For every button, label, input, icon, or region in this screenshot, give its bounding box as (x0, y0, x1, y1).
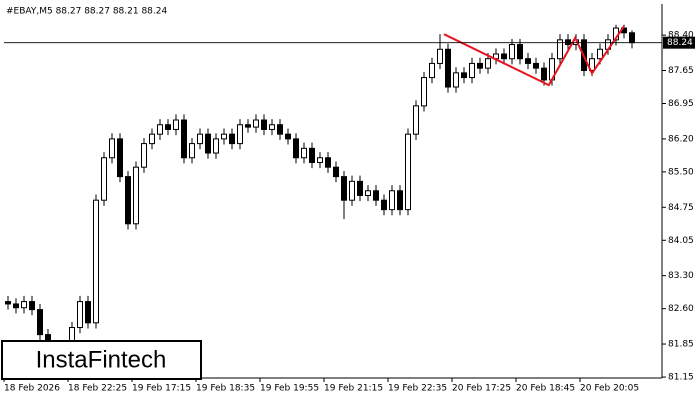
candle-body (373, 190, 379, 201)
candle-body (365, 190, 371, 196)
candle-body (101, 157, 107, 201)
chart-title: #EBAY,M5 88.27 88.27 88.21 88.24 (6, 7, 167, 17)
candle-body (541, 67, 547, 81)
candle-body (221, 133, 227, 140)
logo: InstaFintech (36, 346, 167, 373)
candle-body (125, 176, 131, 225)
y-tick-label: 81.15 (668, 373, 694, 383)
candle-body (333, 166, 339, 178)
candle-body (397, 190, 403, 211)
candle-body (301, 147, 307, 159)
x-tick-label: 19 Feb 21:15 (324, 384, 383, 394)
candle-body (13, 303, 19, 309)
x-tick-label: 19 Feb 17:15 (132, 384, 191, 394)
y-tick-label: 85.50 (668, 167, 694, 177)
candle-body (381, 199, 387, 211)
candle-body (197, 133, 203, 145)
candle-body (349, 180, 355, 201)
candle-body (445, 48, 451, 88)
candle-body (509, 44, 515, 60)
y-tick-label: 81.85 (668, 340, 694, 350)
last-price-label: 88.24 (667, 38, 693, 48)
candle-body (229, 133, 235, 145)
candle-body (437, 48, 443, 64)
candle-body (293, 138, 299, 159)
x-tick-label: 20 Feb 17:25 (452, 384, 511, 394)
x-tick-label: 19 Feb 19:55 (260, 384, 319, 394)
candle-body (389, 190, 395, 211)
candle-body (181, 119, 187, 159)
candle-body (629, 32, 635, 44)
candle-body (109, 138, 115, 159)
candle-body (557, 39, 563, 60)
candle-body (501, 53, 507, 60)
candle-body (341, 176, 347, 201)
candle-body (277, 124, 283, 135)
x-tick-label: 20 Feb 18:45 (516, 384, 575, 394)
y-tick-label: 87.65 (668, 66, 694, 76)
candle-body (205, 133, 211, 154)
candle-body (141, 143, 147, 168)
candle-body (165, 124, 171, 130)
candle-body (21, 301, 27, 309)
candle-body (413, 105, 419, 135)
candle-body (285, 133, 291, 140)
candle-body (469, 62, 475, 79)
y-tick-label: 83.30 (668, 271, 694, 281)
candle-body (533, 62, 539, 69)
candle-body (157, 124, 163, 135)
candle-body (37, 309, 43, 336)
y-tick-label: 88.40 (668, 31, 694, 41)
candle-body (149, 133, 155, 145)
candle-body (77, 301, 83, 329)
candle-body (565, 39, 571, 46)
candle-body (357, 180, 363, 196)
logo-box (1, 340, 202, 380)
candle-body (245, 124, 251, 128)
candle-body (117, 138, 123, 178)
candle-body (421, 77, 427, 107)
x-tick-label: 19 Feb 22:35 (388, 384, 447, 394)
candle-body (237, 124, 243, 145)
x-tick-label: 18 Feb 2026 (4, 384, 60, 394)
y-tick-label: 82.60 (668, 304, 694, 314)
candle-body (93, 199, 99, 324)
candle-body (213, 138, 219, 154)
candle-body (461, 72, 467, 79)
candle-body (85, 301, 91, 324)
candle-body (317, 157, 323, 163)
candle-body (29, 301, 35, 311)
candle-body (261, 119, 267, 130)
candle-body (133, 166, 139, 225)
plot (5, 24, 635, 364)
candle-body (517, 44, 523, 60)
y-tick-label: 84.75 (668, 203, 694, 213)
candle-body (173, 119, 179, 130)
candle-body (309, 147, 315, 163)
y-tick-label: 86.95 (668, 99, 694, 109)
candle-body (477, 62, 483, 69)
y-tick-label: 86.20 (668, 134, 694, 144)
candle-body (485, 58, 491, 69)
candle-body (269, 124, 275, 130)
x-tick-label: 18 Feb 22:25 (68, 384, 127, 394)
candle-body (325, 157, 331, 168)
candle-body (525, 58, 531, 64)
candle-body (189, 143, 195, 159)
candle-body (589, 58, 595, 71)
y-tick-label: 84.05 (668, 236, 694, 246)
pattern-line (443, 25, 625, 87)
candle-body (597, 48, 603, 60)
candle-body (405, 133, 411, 211)
x-tick-label: 19 Feb 18:35 (196, 384, 255, 394)
x-tick-label: 20 Feb 20:05 (580, 384, 639, 394)
candle-body (5, 301, 11, 305)
last-price-box (663, 36, 695, 49)
candle-body (429, 62, 435, 79)
candle-body (453, 72, 459, 88)
candle-body (253, 119, 259, 128)
